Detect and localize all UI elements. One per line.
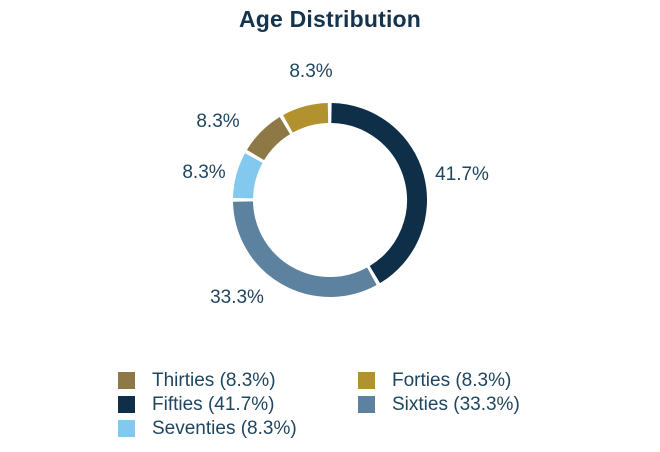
slice-label-thirties: 8.3% — [196, 111, 240, 132]
legend-column-left: Thirties (8.3%) Fifties (41.7%) Seventie… — [118, 370, 297, 439]
donut-slice-fifties — [331, 103, 427, 284]
slice-label-sixties: 33.3% — [210, 287, 264, 308]
legend-swatch-seventies — [118, 420, 135, 437]
legend-label-fifties: Fifties (41.7%) — [152, 394, 275, 415]
legend-item-thirties: Thirties (8.3%) — [118, 370, 297, 391]
legend-item-seventies: Seventies (8.3%) — [118, 418, 297, 439]
legend-label-sixties: Sixties (33.3%) — [392, 394, 520, 415]
legend-swatch-forties — [358, 372, 375, 389]
donut-slice-thirties — [246, 117, 291, 161]
donut-slice-seventies — [233, 153, 263, 199]
legend-item-forties: Forties (8.3%) — [358, 370, 520, 391]
slice-label-fifties: 41.7% — [435, 164, 489, 185]
donut-slice-sixties — [233, 201, 377, 297]
legend-label-forties: Forties (8.3%) — [392, 370, 512, 391]
chart-title: Age Distribution — [238, 6, 422, 32]
legend-label-thirties: Thirties (8.3%) — [152, 370, 276, 391]
legend-item-fifties: Fifties (41.7%) — [118, 394, 297, 415]
legend-swatch-thirties — [118, 372, 135, 389]
slice-label-forties: 8.3% — [289, 61, 333, 82]
legend-swatch-sixties — [358, 396, 375, 413]
slice-label-seventies: 8.3% — [182, 162, 226, 183]
legend-item-sixties: Sixties (33.3%) — [358, 394, 520, 415]
donut-slice-forties — [283, 103, 329, 133]
legend-label-seventies: Seventies (8.3%) — [152, 418, 297, 439]
legend-swatch-fifties — [118, 396, 135, 413]
legend-column-right: Forties (8.3%) Sixties (33.3%) — [358, 370, 520, 415]
